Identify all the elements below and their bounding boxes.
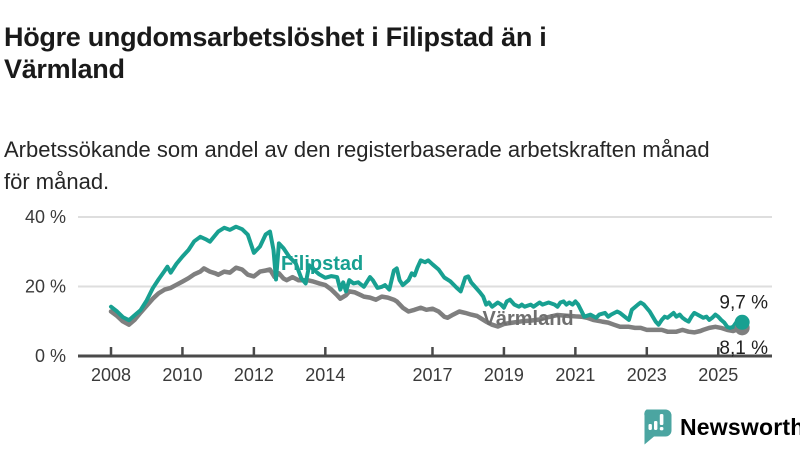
unemployment-line-chart: 2008 2010 2012 2014 2017 2019 2021 2023 2025 40 %… bbox=[25, 207, 772, 385]
x-tick-label: 2023 bbox=[627, 365, 667, 385]
x-tick-label: 2010 bbox=[162, 365, 202, 385]
varmland-end-value-label: 8,1 % bbox=[719, 338, 768, 359]
page-subtitle: Arbetssökande som andel av den registerb… bbox=[4, 137, 710, 194]
filipstad-end-dot bbox=[734, 314, 750, 330]
x-tick-label: 2021 bbox=[555, 365, 595, 385]
y-tick-label: 20 % bbox=[25, 277, 66, 297]
filipstad-end-value-label: 9,7 % bbox=[719, 292, 768, 313]
newsworthy-logo: Newsworthy bbox=[641, 409, 800, 445]
varmland-series-label: Värmland bbox=[482, 308, 573, 330]
newsworthy-logo-icon bbox=[644, 409, 672, 445]
x-tick-label: 2019 bbox=[484, 365, 524, 385]
x-tick-label: 2008 bbox=[91, 365, 131, 385]
newsworthy-logo-text: Newsworthy bbox=[680, 413, 800, 440]
x-tick-label: 2014 bbox=[305, 365, 345, 385]
x-tick-label: 2017 bbox=[412, 365, 452, 385]
y-tick-label: 40 % bbox=[25, 207, 66, 227]
page-title: Högre ungdomsarbetslöshet i Filipstad än… bbox=[4, 22, 547, 85]
y-tick-label: 0 % bbox=[35, 346, 66, 366]
filipstad-line bbox=[109, 224, 745, 330]
varmland-line bbox=[108, 265, 745, 335]
x-tick-label: 2012 bbox=[234, 365, 274, 385]
x-tick-label: 2025 bbox=[698, 365, 738, 385]
filipstad-series-label: Filipstad bbox=[281, 253, 363, 275]
